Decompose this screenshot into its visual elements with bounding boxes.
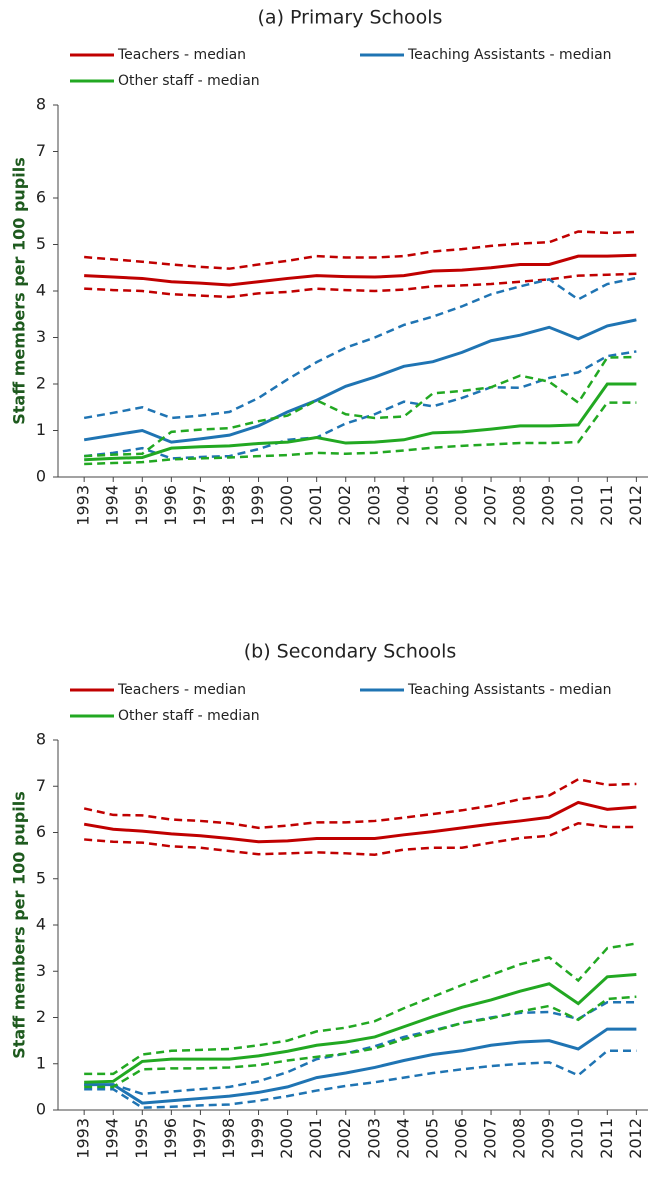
median-line bbox=[84, 1027, 637, 1105]
quartile-line bbox=[83, 777, 637, 830]
x-tick-label: 2010 bbox=[568, 485, 587, 526]
y-tick-label: 6 bbox=[36, 822, 46, 841]
x-tick-label: 2007 bbox=[481, 1118, 500, 1159]
quartile-line bbox=[84, 401, 637, 466]
x-tick-label: 1998 bbox=[219, 1118, 238, 1159]
y-tick-label: 2 bbox=[36, 374, 46, 393]
x-tick-label: 2012 bbox=[626, 485, 645, 526]
legend-label: Teachers - median bbox=[117, 682, 246, 698]
x-tick-label: 2006 bbox=[451, 485, 470, 526]
chart-title: (a) Primary Schools bbox=[258, 7, 443, 29]
x-tick-label: 1998 bbox=[219, 485, 238, 526]
x-tick-label: 2007 bbox=[481, 485, 500, 526]
quartile-line bbox=[84, 821, 637, 856]
x-tick-label: 1999 bbox=[248, 485, 267, 526]
x-tick-label: 1999 bbox=[248, 1118, 267, 1159]
x-tick-label: 2003 bbox=[364, 485, 383, 526]
x-tick-label: 2009 bbox=[539, 485, 558, 526]
x-tick-label: 2000 bbox=[277, 1118, 296, 1159]
x-tick-label: 1994 bbox=[103, 485, 122, 526]
median-line bbox=[84, 972, 637, 1084]
x-tick-label: 2005 bbox=[422, 1118, 441, 1159]
x-tick-label: 1993 bbox=[74, 1118, 93, 1159]
quartile-line bbox=[83, 276, 637, 420]
y-tick-label: 0 bbox=[36, 467, 46, 486]
legend-label: Teaching Assistants - median bbox=[407, 47, 612, 63]
legend-label: Other staff - median bbox=[118, 708, 260, 724]
y-tick-label: 5 bbox=[36, 868, 46, 887]
x-tick-label: 2000 bbox=[277, 485, 296, 526]
y-axis-label: Staff members per 100 pupils bbox=[10, 791, 29, 1059]
x-tick-label: 1996 bbox=[161, 485, 180, 526]
x-tick-label: 1996 bbox=[161, 1118, 180, 1159]
y-tick-label: 8 bbox=[36, 730, 46, 749]
y-tick-label: 3 bbox=[36, 327, 46, 346]
y-tick-label: 4 bbox=[36, 915, 46, 934]
median-line bbox=[84, 253, 637, 287]
quartile-line bbox=[84, 942, 637, 1076]
x-tick-label: 2004 bbox=[393, 1118, 412, 1159]
x-tick-label: 1993 bbox=[74, 485, 93, 526]
x-tick-label: 2001 bbox=[306, 485, 325, 526]
x-tick-label: 2008 bbox=[510, 1118, 529, 1159]
median-line bbox=[83, 318, 637, 444]
y-tick-label: 7 bbox=[36, 776, 46, 795]
median-line bbox=[83, 800, 637, 844]
x-tick-label: 2010 bbox=[568, 1118, 587, 1159]
y-tick-label: 1 bbox=[36, 420, 46, 439]
chart-title: (b) Secondary Schools bbox=[244, 641, 457, 663]
quartile-line bbox=[84, 272, 637, 299]
x-tick-label: 1997 bbox=[190, 485, 209, 526]
legend-label: Teachers - median bbox=[117, 47, 246, 63]
y-tick-label: 7 bbox=[36, 141, 46, 160]
y-tick-label: 1 bbox=[36, 1053, 46, 1072]
y-tick-label: 3 bbox=[36, 961, 46, 980]
x-tick-label: 2005 bbox=[422, 485, 441, 526]
x-tick-label: 1997 bbox=[190, 1118, 209, 1159]
x-tick-label: 2003 bbox=[364, 1118, 383, 1159]
x-tick-label: 2011 bbox=[597, 1118, 616, 1159]
x-tick-label: 2002 bbox=[335, 1118, 354, 1159]
x-tick-label: 2008 bbox=[510, 485, 529, 526]
legend-label: Teaching Assistants - median bbox=[407, 682, 612, 698]
quartile-line bbox=[84, 1049, 637, 1109]
x-tick-label: 1995 bbox=[132, 485, 151, 526]
x-tick-label: 1994 bbox=[103, 1118, 122, 1159]
quartile-line bbox=[84, 355, 637, 458]
x-tick-label: 2004 bbox=[393, 485, 412, 526]
y-tick-label: 8 bbox=[36, 95, 46, 114]
quartile-line bbox=[84, 1000, 637, 1096]
x-tick-label: 2006 bbox=[451, 1118, 470, 1159]
y-tick-label: 6 bbox=[36, 188, 46, 207]
median-line bbox=[84, 382, 637, 462]
y-tick-label: 4 bbox=[36, 281, 46, 300]
x-tick-label: 2012 bbox=[626, 1118, 645, 1159]
quartile-line bbox=[84, 995, 637, 1089]
x-tick-label: 2002 bbox=[335, 485, 354, 526]
y-tick-label: 2 bbox=[36, 1007, 46, 1026]
x-tick-label: 2009 bbox=[539, 1118, 558, 1159]
x-tick-label: 2001 bbox=[306, 1118, 325, 1159]
y-tick-label: 5 bbox=[36, 234, 46, 253]
legend-label: Other staff - median bbox=[118, 73, 260, 89]
x-tick-label: 1995 bbox=[132, 1118, 151, 1159]
quartile-line bbox=[84, 230, 637, 270]
x-tick-label: 2011 bbox=[597, 485, 616, 526]
y-axis-label: Staff members per 100 pupils bbox=[10, 157, 29, 425]
y-tick-label: 0 bbox=[36, 1100, 46, 1119]
